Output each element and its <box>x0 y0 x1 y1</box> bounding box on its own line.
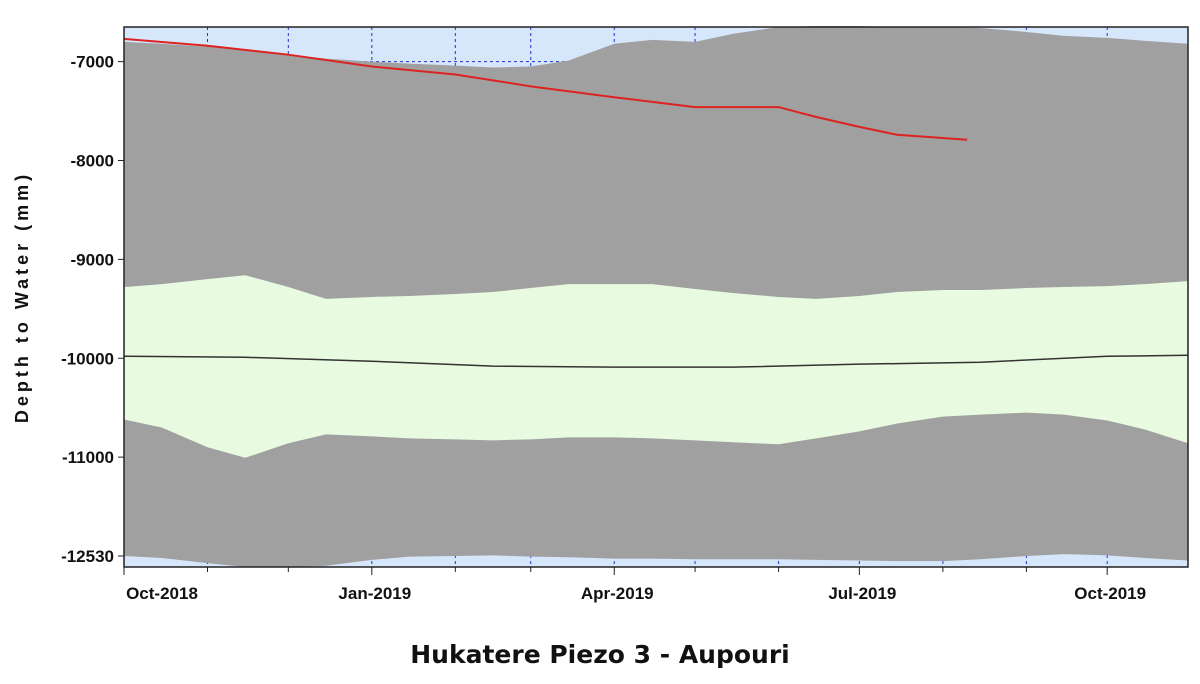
y-tick-label: -7000 <box>71 53 114 72</box>
chart-title: Hukatere Piezo 3 - Aupouri <box>410 640 790 669</box>
median-line <box>123 354 1189 368</box>
current-depth-line <box>123 37 968 141</box>
y-tick-label: -9000 <box>71 250 114 269</box>
y-tick-label: -12530 <box>61 547 114 566</box>
y-tick-label: -11000 <box>62 448 114 467</box>
plot-frame <box>123 26 1189 568</box>
x-tick-label: Oct-2019 <box>1074 584 1146 603</box>
x-tick-label: Jul-2019 <box>828 584 896 603</box>
y-tick-label: -8000 <box>71 151 114 170</box>
y-axis-title: Depth to Water (mm) <box>12 171 32 423</box>
x-tick-label: Oct-2018 <box>126 584 198 603</box>
x-tick-label: Apr-2019 <box>581 584 654 603</box>
y-tick-label: -10000 <box>61 349 114 368</box>
x-tick-label: Jan-2019 <box>338 584 411 603</box>
